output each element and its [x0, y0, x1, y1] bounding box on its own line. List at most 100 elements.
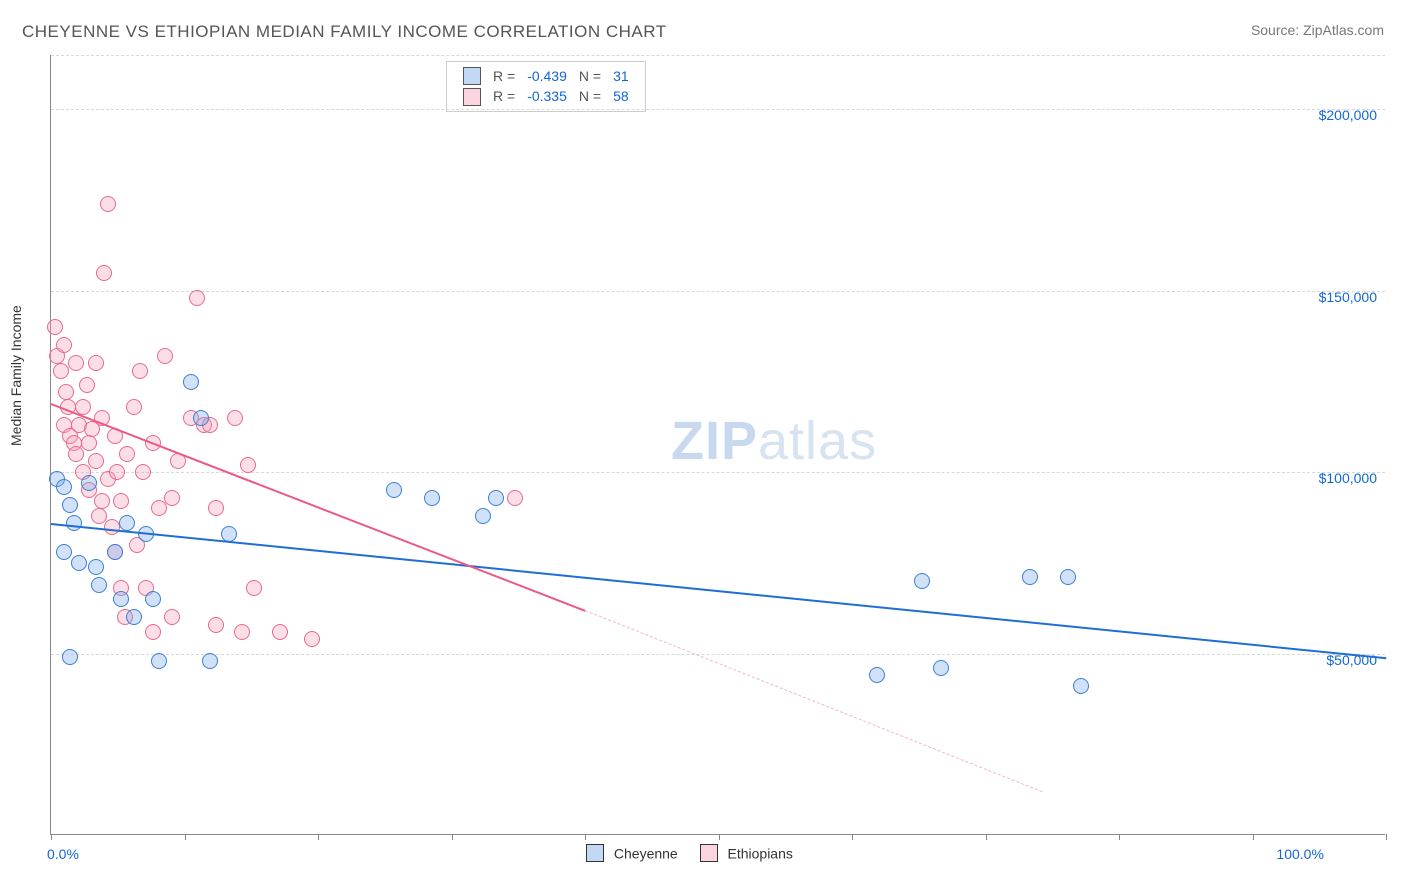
point-cheyenne: [107, 544, 123, 560]
legend-N-label: N =: [573, 66, 607, 86]
point-ethiopians: [56, 337, 72, 353]
point-ethiopians: [81, 435, 97, 451]
point-cheyenne: [151, 653, 167, 669]
x-tick: [986, 834, 987, 840]
legend-label-cheyenne: Cheyenne: [614, 845, 678, 861]
point-ethiopians: [135, 464, 151, 480]
point-cheyenne: [933, 660, 949, 676]
point-cheyenne: [1073, 678, 1089, 694]
source-attribution: Source: ZipAtlas.com: [1251, 22, 1384, 38]
point-ethiopians: [246, 580, 262, 596]
point-ethiopians: [234, 624, 250, 640]
legend-R-label: R =: [487, 66, 521, 86]
trendline-ethiopians-dashed: [585, 610, 1043, 792]
point-cheyenne: [56, 479, 72, 495]
point-ethiopians: [132, 363, 148, 379]
x-tick: [852, 834, 853, 840]
point-cheyenne: [475, 508, 491, 524]
legend-N-cheyenne: 31: [607, 66, 635, 86]
point-cheyenne: [193, 410, 209, 426]
point-cheyenne: [71, 555, 87, 571]
point-cheyenne: [914, 573, 930, 589]
x-tick: [1253, 834, 1254, 840]
point-cheyenne: [202, 653, 218, 669]
point-cheyenne: [113, 591, 129, 607]
correlation-legend: R = -0.439 N = 31 R = -0.335 N = 58: [446, 61, 646, 112]
point-ethiopians: [164, 490, 180, 506]
point-ethiopians: [53, 363, 69, 379]
gridline-h: [51, 654, 1385, 655]
point-cheyenne: [81, 475, 97, 491]
point-cheyenne: [869, 667, 885, 683]
point-cheyenne: [145, 591, 161, 607]
point-ethiopians: [151, 500, 167, 516]
point-ethiopians: [126, 399, 142, 415]
point-ethiopians: [507, 490, 523, 506]
x-tick: [318, 834, 319, 840]
point-cheyenne: [62, 497, 78, 513]
point-ethiopians: [94, 493, 110, 509]
point-ethiopians: [145, 624, 161, 640]
x-tick-label: 100.0%: [1276, 846, 1323, 862]
point-ethiopians: [189, 290, 205, 306]
legend-label-ethiopians: Ethiopians: [728, 845, 793, 861]
y-tick-label: $100,000: [1287, 470, 1377, 486]
trendline-ethiopians-solid: [51, 403, 586, 612]
chart-title: CHEYENNE VS ETHIOPIAN MEDIAN FAMILY INCO…: [22, 22, 667, 42]
x-tick: [1386, 834, 1387, 840]
x-tick-label: 0.0%: [47, 846, 79, 862]
gridline-h: [51, 291, 1385, 292]
legend-R-label: R =: [487, 86, 521, 106]
point-cheyenne: [62, 649, 78, 665]
point-cheyenne: [386, 482, 402, 498]
point-ethiopians: [96, 265, 112, 281]
point-cheyenne: [91, 577, 107, 593]
plot-area: ZIPatlas R = -0.439 N = 31 R = -0.335 N …: [50, 55, 1385, 835]
y-tick-label: $150,000: [1287, 289, 1377, 305]
legend-R-cheyenne: -0.439: [521, 66, 573, 86]
point-ethiopians: [208, 500, 224, 516]
legend-row-cheyenne: R = -0.439 N = 31: [457, 66, 635, 86]
legend-row-ethiopians: R = -0.335 N = 58: [457, 86, 635, 106]
legend-R-ethiopians: -0.335: [521, 86, 573, 106]
point-cheyenne: [1022, 569, 1038, 585]
point-ethiopians: [304, 631, 320, 647]
point-ethiopians: [68, 355, 84, 371]
point-ethiopians: [68, 446, 84, 462]
x-tick: [51, 834, 52, 840]
point-ethiopians: [227, 410, 243, 426]
point-cheyenne: [56, 544, 72, 560]
x-tick: [452, 834, 453, 840]
point-cheyenne: [119, 515, 135, 531]
swatch-cheyenne: [463, 67, 481, 85]
point-ethiopians: [100, 196, 116, 212]
point-ethiopians: [88, 453, 104, 469]
swatch-ethiopians: [700, 844, 718, 862]
legend-N-ethiopians: 58: [607, 86, 635, 106]
x-tick: [719, 834, 720, 840]
point-ethiopians: [157, 348, 173, 364]
swatch-ethiopians: [463, 88, 481, 106]
point-ethiopians: [109, 464, 125, 480]
point-cheyenne: [88, 559, 104, 575]
point-cheyenne: [66, 515, 82, 531]
point-cheyenne: [183, 374, 199, 390]
point-cheyenne: [488, 490, 504, 506]
watermark: ZIPatlas: [671, 410, 877, 472]
point-cheyenne: [424, 490, 440, 506]
point-ethiopians: [240, 457, 256, 473]
point-ethiopians: [47, 319, 63, 335]
point-ethiopians: [208, 617, 224, 633]
watermark-bold: ZIP: [671, 411, 758, 471]
gridline-h: [51, 55, 1385, 56]
chart-container: CHEYENNE VS ETHIOPIAN MEDIAN FAMILY INCO…: [0, 0, 1406, 892]
y-tick-label: $200,000: [1287, 107, 1377, 123]
x-tick: [1119, 834, 1120, 840]
point-cheyenne: [126, 609, 142, 625]
swatch-cheyenne: [586, 844, 604, 862]
x-tick: [585, 834, 586, 840]
legend-N-label: N =: [573, 86, 607, 106]
point-cheyenne: [1060, 569, 1076, 585]
point-ethiopians: [164, 609, 180, 625]
watermark-rest: atlas: [758, 411, 877, 471]
